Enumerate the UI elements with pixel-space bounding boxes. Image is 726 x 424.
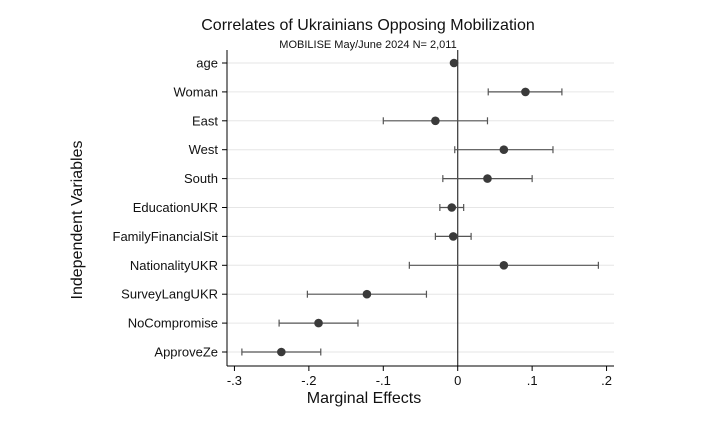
point-estimate [483, 174, 492, 183]
y-tick-label: SurveyLangUKR [121, 287, 218, 302]
x-tick-label: 0 [454, 373, 461, 388]
y-tick-label: East [192, 113, 218, 128]
point-estimate [447, 203, 457, 212]
grid-layer [227, 62, 614, 353]
point-estimate [362, 289, 372, 299]
point-estimate [277, 347, 286, 357]
coefficient-south [442, 174, 533, 183]
coefficient-age [449, 58, 459, 68]
y-axis-label: Independent Variables [69, 141, 86, 300]
coefficient-approveze [241, 347, 322, 357]
y-tick-label: EducationUKR [133, 200, 218, 215]
coefficient-east [382, 116, 489, 126]
x-tick-label: .1 [527, 373, 538, 388]
marks-layer [241, 58, 599, 357]
x-tick-label: -.2 [301, 373, 316, 388]
y-tick-label: Woman [173, 84, 218, 99]
y-tick-label: ApproveZe [154, 345, 218, 360]
point-estimate [499, 145, 509, 154]
point-estimate [449, 58, 459, 68]
point-estimate [431, 116, 440, 126]
y-tick-label: age [196, 56, 218, 71]
y-tick-label: NoCompromise [128, 316, 218, 331]
axes-layer: -.3 -.2 -.1 0 .1 .2 age Woman East West South Educa… [113, 50, 614, 388]
x-tick-label: -.1 [376, 373, 391, 388]
coefficient-nocompromise [278, 318, 359, 328]
coefficient-woman [487, 87, 563, 97]
x-tick-label: .2 [601, 373, 612, 388]
chart-subtitle: MOBILISE May/June 2024 N= 2,011 [279, 39, 456, 51]
y-tick-label: West [189, 142, 219, 157]
coefficient-west [454, 145, 554, 154]
coefficient-familyfinancialsit [434, 232, 472, 241]
y-tick-label: South [184, 171, 218, 186]
y-tick-label: NationalityUKR [130, 258, 218, 273]
coefficient-nationalityukr [408, 261, 599, 270]
y-tick-label: FamilyFinancialSit [113, 229, 219, 244]
chart-title: Correlates of Ukrainians Opposing Mobili… [201, 17, 535, 34]
coefficient-surveylangukr [306, 289, 428, 299]
x-tick-label: -.3 [227, 373, 242, 388]
point-estimate [499, 261, 509, 270]
coefficient-educationukr [439, 203, 465, 212]
x-axis-label: Marginal Effects [307, 390, 421, 407]
point-estimate [448, 232, 458, 241]
point-estimate [521, 87, 530, 97]
point-estimate [314, 318, 323, 328]
